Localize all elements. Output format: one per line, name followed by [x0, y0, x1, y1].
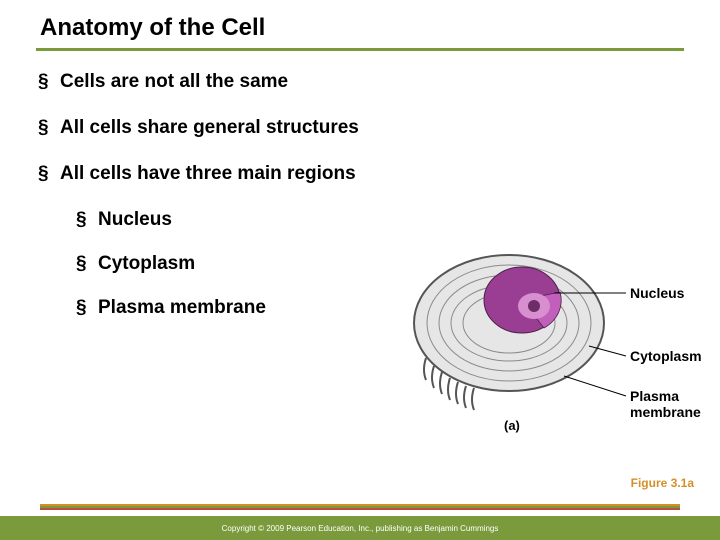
leader-membrane: [564, 376, 626, 396]
diagram-sublabel: (a): [504, 418, 520, 433]
bullet-l1-text: All cells have three main regions: [60, 163, 356, 184]
bullet-l1-item: Cells are not all the same: [60, 71, 720, 93]
copyright-text: Copyright © 2009 Pearson Education, Inc.…: [222, 524, 499, 533]
footer-stripes: [40, 504, 680, 510]
nucleolus-shape: [528, 300, 540, 312]
diagram-label-plasma-1: Plasma: [630, 388, 679, 404]
diagram-label-plasma-2: membrane: [630, 404, 701, 420]
footer-stripe: [40, 508, 680, 510]
footer-bar: Copyright © 2009 Pearson Education, Inc.…: [0, 516, 720, 540]
diagram-label-nucleus: Nucleus: [630, 285, 684, 301]
bullet-l1-item: All cells share general structures: [60, 117, 720, 139]
diagram-label-cytoplasm: Cytoplasm: [630, 348, 702, 364]
figure-caption: Figure 3.1a: [631, 476, 694, 490]
cell-diagram: Nucleus Cytoplasm Plasma membrane (a): [394, 238, 704, 438]
bullet-l2-item: Nucleus: [98, 209, 720, 231]
slide-title: Anatomy of the Cell: [40, 14, 680, 48]
